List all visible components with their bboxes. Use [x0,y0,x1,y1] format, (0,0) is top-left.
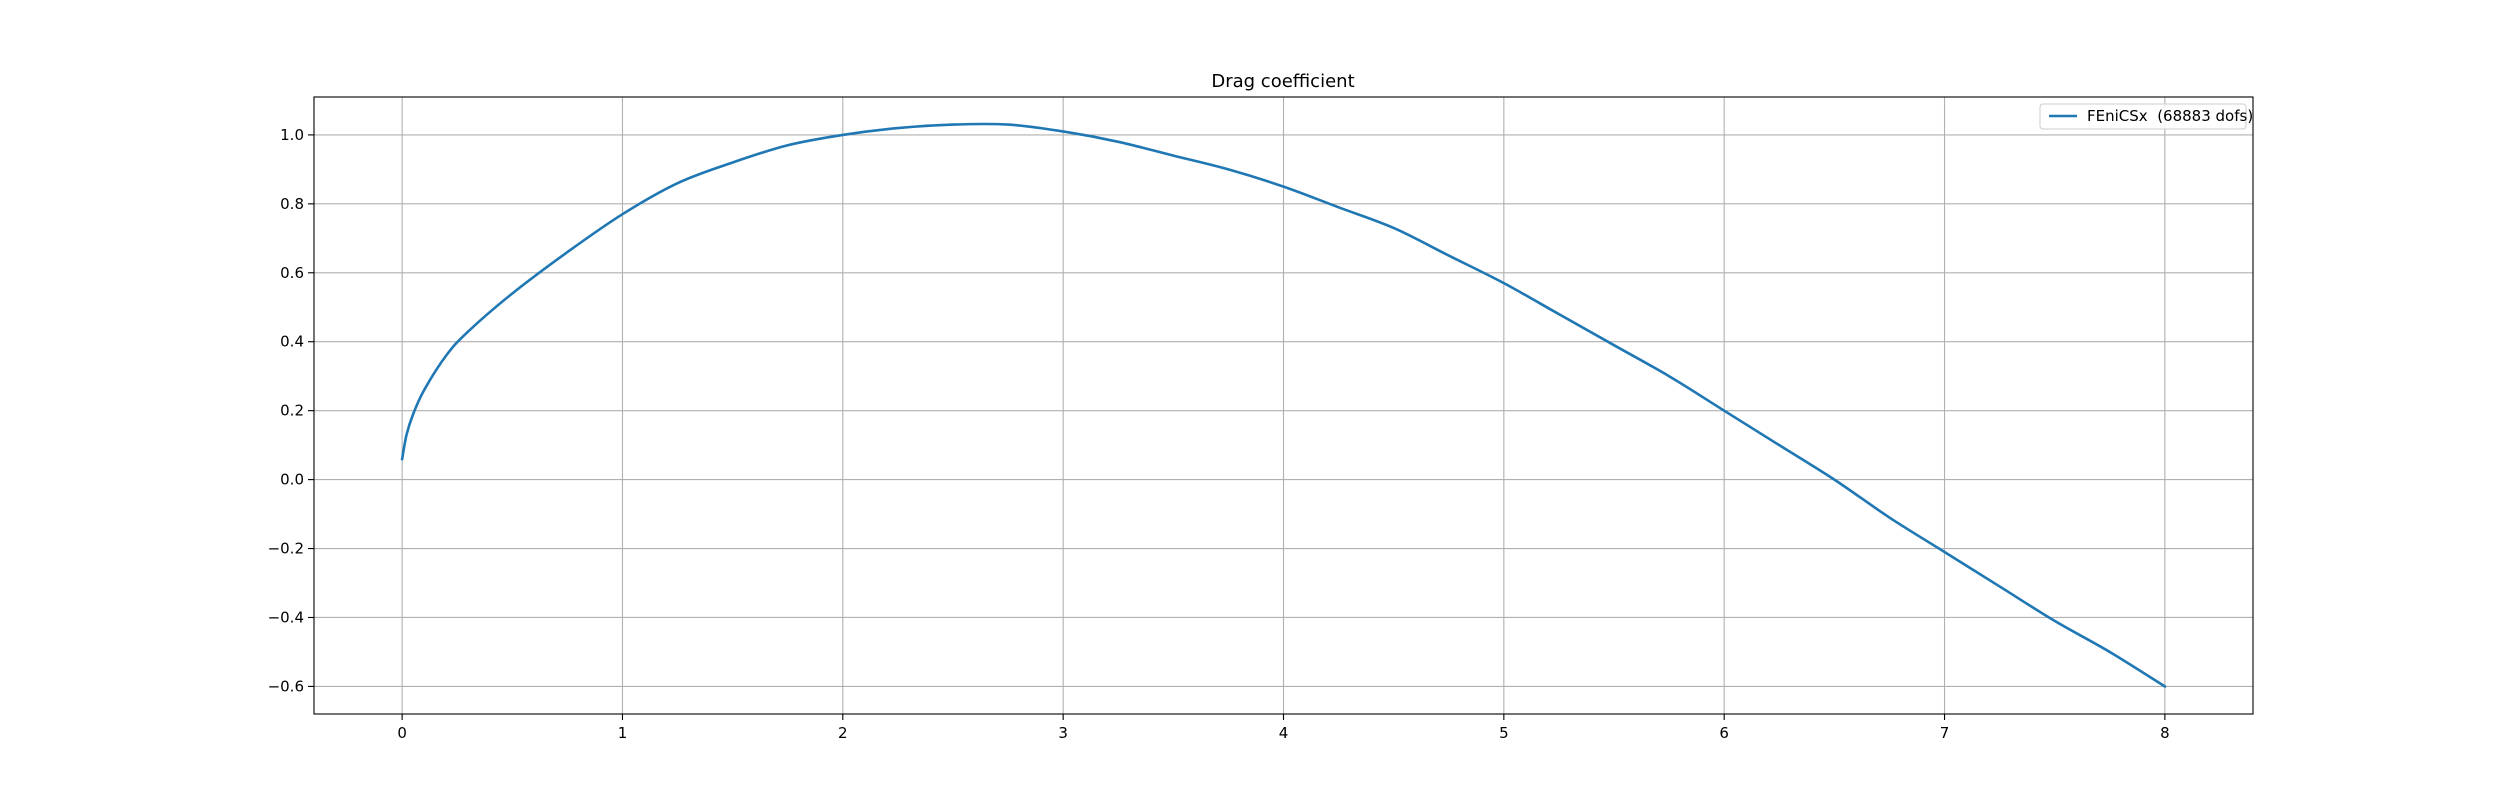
x-axis-ticks: 0 1 2 3 4 5 6 7 8 [397,714,2170,742]
y-tick-label: 0.0 [280,471,304,489]
x-tick-label: 4 [1279,724,1289,742]
x-tick-label: 5 [1499,724,1509,742]
x-tick-label: 0 [397,724,407,742]
x-tick-label: 3 [1058,724,1068,742]
chart-legend: FEniCSx (68883 dofs) [2039,103,2253,130]
y-tick-label: 0.8 [280,195,304,213]
x-tick-label: 6 [1719,724,1729,742]
y-axis-ticks: −0.6 −0.4 −0.2 0.0 0.2 0.4 0.6 0.8 1.0 [268,126,314,695]
x-tick-label: 2 [838,724,848,742]
y-tick-label: −0.2 [268,540,304,558]
y-tick-label: 0.6 [280,264,304,282]
y-tick-label: −0.4 [268,608,304,626]
legend-box [2039,103,2247,130]
series-layer [400,122,2167,689]
y-tick-label: −0.6 [268,677,304,695]
grid-lines [314,97,2253,714]
chart-title: Drag coefficient [1211,71,1354,92]
x-tick-label: 8 [2160,724,2170,742]
y-tick-label: 1.0 [280,126,304,144]
y-tick-label: 0.2 [280,402,304,420]
legend-label: FEniCSx (68883 dofs) [2087,107,2253,125]
series-line [400,122,2167,689]
x-tick-label: 7 [1940,724,1950,742]
y-tick-label: 0.4 [280,333,304,351]
x-tick-label: 1 [618,724,628,742]
